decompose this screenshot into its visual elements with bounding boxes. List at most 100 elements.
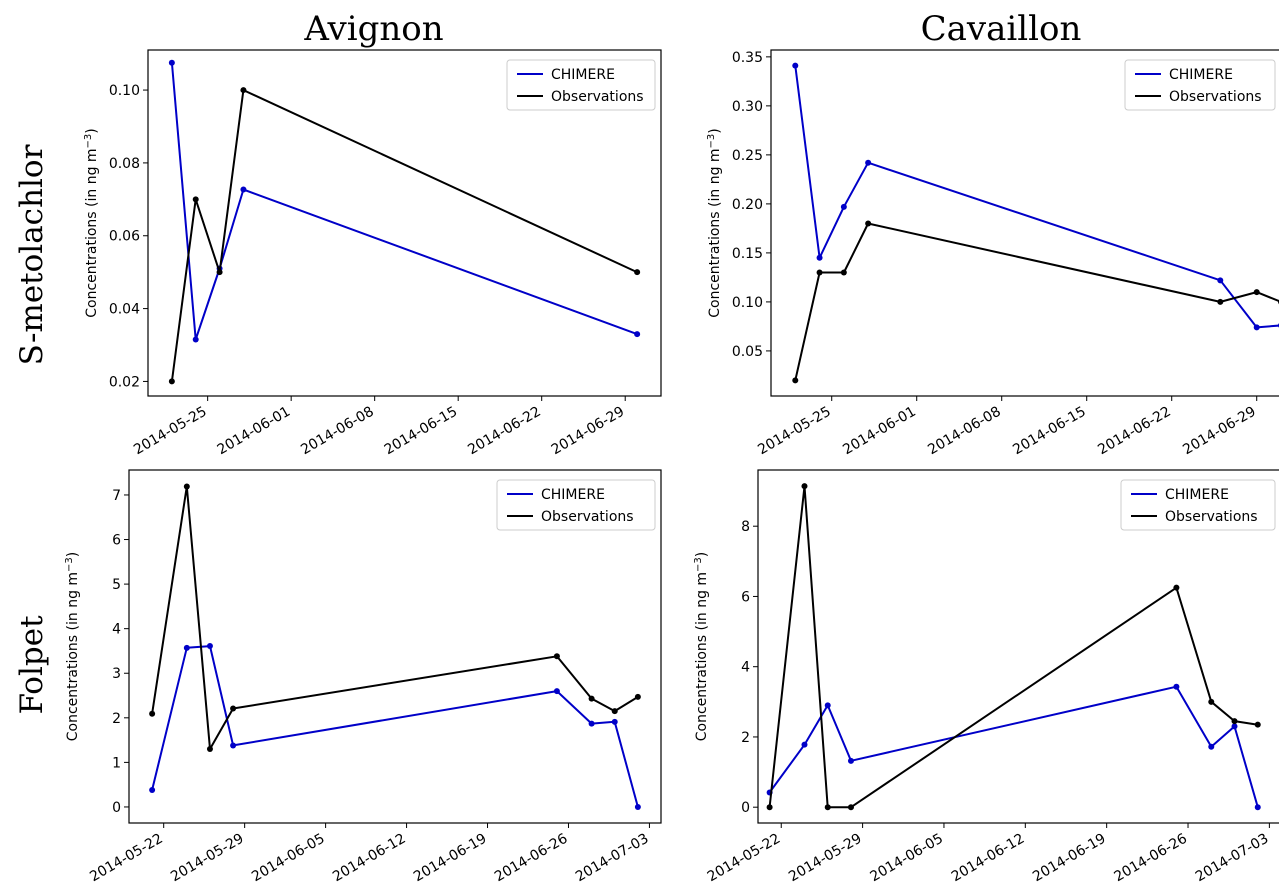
data-point-chimere [824,702,831,709]
y-axis-label: Concentrations (in ng m−3) [693,552,711,742]
data-point-chimere [192,336,199,343]
row-title-folpet: Folpet [14,615,50,715]
data-point-chimere [792,62,799,69]
plot-frame [147,49,662,397]
legend-box [1124,59,1276,111]
y-tick-label: 0.05 [732,344,763,360]
x-tick-label: 2014-05-22 [87,831,165,886]
series-line-chimere [151,645,639,808]
x-tick-label: 2014-06-05 [249,831,327,886]
data-point-observations [206,746,213,753]
y-axis-label: Concentrations (in ng m−3) [706,128,724,318]
y-axis-label-superscript: −3 [64,557,75,572]
data-point-observations [1217,298,1224,305]
y-tick-label: 0.10 [732,295,763,311]
data-point-chimere [634,803,641,810]
y-tick-label: 2 [741,730,750,746]
y-tick-label: 7 [112,488,121,504]
y-tick-label: 1 [112,755,121,771]
y-tick-label: 3 [112,666,121,682]
legend-label: Observations [541,509,634,525]
x-tick-label: 2014-05-25 [131,404,209,459]
data-point-observations [801,483,808,490]
data-point-observations [1231,718,1238,725]
y-tick-label: 0.06 [109,229,140,245]
data-point-chimere [230,742,237,749]
data-point-observations [168,378,175,385]
y-tick-label: 4 [741,660,750,676]
data-point-observations [1173,584,1180,591]
x-tick-label: 2014-06-12 [949,831,1027,886]
legend-label: CHIMERE [1169,67,1233,83]
data-point-observations [1253,289,1260,296]
y-tick-label: 0 [741,800,750,816]
data-point-chimere [149,787,156,794]
data-point-chimere [1208,743,1215,750]
x-tick-label: 2014-06-22 [465,404,543,459]
data-point-observations [792,377,799,384]
data-point-chimere [553,688,560,695]
legend-label: CHIMERE [551,67,615,83]
y-tick-label: 0.35 [732,50,763,66]
data-point-observations [847,804,854,811]
data-point-observations [192,196,199,203]
data-point-observations [816,269,823,276]
legend-box [496,479,656,531]
x-tick-label: 2014-07-03 [573,831,651,886]
row-title-s-metolachlor: S-metolachlor [14,144,50,365]
y-axis-label-main: Concentrations (in ng m [84,148,100,317]
data-point-observations [611,708,618,715]
data-point-observations [824,804,831,811]
data-point-observations [1254,721,1261,728]
data-point-observations [634,269,641,276]
legend-label: CHIMERE [1165,487,1229,503]
y-tick-label: 8 [741,519,750,535]
x-tick-label: 2014-06-19 [411,831,489,886]
y-tick-label: 4 [112,622,121,638]
data-point-observations [216,269,223,276]
x-tick-label: 2014-06-15 [1010,404,1088,459]
data-point-observations [634,693,641,700]
data-point-observations [240,87,247,94]
x-tick-label: 2014-06-05 [867,831,945,886]
legend-label: CHIMERE [541,487,605,503]
y-tick-label: 2 [112,711,121,727]
data-point-observations [840,269,847,276]
y-tick-label: 0.25 [732,148,763,164]
y-axis-label: Concentrations (in ng m−3) [83,128,101,318]
y-tick-label: 0.30 [732,99,763,115]
x-tick-label: 2014-06-26 [492,831,571,886]
x-tick-label: 2014-06-19 [1030,831,1108,886]
column-title-cavaillon: Cavaillon [921,9,1082,49]
data-point-chimere [865,159,872,166]
y-axis-label-close: ) [65,552,81,557]
data-point-chimere [1253,324,1260,331]
data-point-chimere [816,254,823,261]
data-point-observations [230,705,237,712]
series-line-observations [151,485,639,750]
data-point-chimere [168,59,175,66]
legend-label: Observations [1165,509,1258,525]
legend-box [1120,479,1276,531]
data-point-chimere [183,644,190,651]
plot-frame [770,49,1279,397]
legend-box [506,59,656,111]
series-line-observations [794,222,1279,381]
x-tick-label: 2014-06-08 [298,404,376,459]
data-point-observations [183,483,190,490]
y-axis-label-superscript: −3 [83,134,94,149]
legend-label: Observations [1169,89,1262,105]
x-tick-label: 2014-06-01 [215,404,293,459]
series-line-observations [170,89,638,382]
data-point-observations [553,653,560,660]
data-point-observations [149,710,156,717]
data-point-chimere [801,741,808,748]
data-point-chimere [1231,723,1238,730]
y-tick-label: 0.15 [732,246,763,262]
x-tick-label: 2014-06-29 [549,404,627,459]
legend-label: Observations [551,89,644,105]
y-axis-label-superscript: −3 [706,134,717,149]
y-axis-label: Concentrations (in ng m−3) [64,552,82,742]
